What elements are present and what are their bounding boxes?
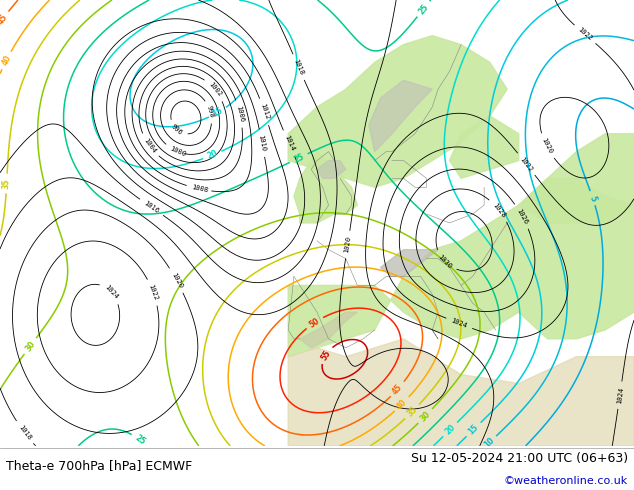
Text: 55: 55 xyxy=(320,348,332,362)
Text: 20: 20 xyxy=(206,149,219,161)
Text: 1024: 1024 xyxy=(103,284,119,300)
Text: 35: 35 xyxy=(405,405,419,418)
Text: 5: 5 xyxy=(588,195,598,202)
Polygon shape xyxy=(288,178,634,357)
Text: 25: 25 xyxy=(417,2,430,16)
Text: 35: 35 xyxy=(2,178,11,189)
Polygon shape xyxy=(450,116,519,178)
Text: 30: 30 xyxy=(23,339,37,353)
Text: 1008: 1008 xyxy=(191,184,209,194)
Text: 30: 30 xyxy=(418,409,432,423)
Polygon shape xyxy=(288,339,634,446)
Text: 1004: 1004 xyxy=(142,137,157,154)
Text: 50: 50 xyxy=(308,316,321,329)
Text: 1030: 1030 xyxy=(437,253,453,270)
Text: 1026: 1026 xyxy=(515,207,529,225)
Text: Su 12-05-2024 21:00 UTC (06+63): Su 12-05-2024 21:00 UTC (06+63) xyxy=(411,452,628,465)
Text: 1006: 1006 xyxy=(235,105,245,123)
Text: 1018: 1018 xyxy=(17,424,32,441)
Text: 1020: 1020 xyxy=(170,271,183,289)
Text: 1028: 1028 xyxy=(491,201,507,219)
Text: 1002: 1002 xyxy=(207,81,223,98)
Text: 1016: 1016 xyxy=(143,200,160,215)
Text: 15: 15 xyxy=(211,106,224,119)
Text: 15: 15 xyxy=(467,423,481,436)
Text: 1010: 1010 xyxy=(257,134,266,152)
Text: 45: 45 xyxy=(0,13,10,26)
Text: 10: 10 xyxy=(482,436,496,450)
Polygon shape xyxy=(294,151,358,223)
Text: 1014: 1014 xyxy=(283,134,295,152)
Text: 40: 40 xyxy=(395,397,409,411)
Text: ©weatheronline.co.uk: ©weatheronline.co.uk xyxy=(503,476,628,486)
Text: 45: 45 xyxy=(391,382,404,396)
Text: 25: 25 xyxy=(292,152,306,164)
Text: 40: 40 xyxy=(0,54,13,67)
Text: 1012: 1012 xyxy=(259,103,270,121)
Polygon shape xyxy=(380,250,438,276)
Text: 20: 20 xyxy=(443,422,457,437)
Text: 1022: 1022 xyxy=(576,26,593,42)
Text: 998: 998 xyxy=(205,105,215,119)
Text: Theta-e 700hPa [hPa] ECMWF: Theta-e 700hPa [hPa] ECMWF xyxy=(6,459,193,472)
Text: 1018: 1018 xyxy=(292,58,305,76)
Text: 1020: 1020 xyxy=(344,236,352,253)
Polygon shape xyxy=(519,134,634,223)
Text: 1000: 1000 xyxy=(169,146,187,158)
Polygon shape xyxy=(288,36,507,187)
Polygon shape xyxy=(369,80,432,151)
Text: 996: 996 xyxy=(170,123,184,136)
Text: 1022: 1022 xyxy=(519,155,534,172)
Polygon shape xyxy=(317,161,346,178)
Text: 25: 25 xyxy=(133,433,147,446)
Polygon shape xyxy=(300,312,358,348)
Text: 1020: 1020 xyxy=(540,137,553,155)
Text: 1024: 1024 xyxy=(450,318,469,329)
Text: 1024: 1024 xyxy=(616,386,624,404)
Text: 1022: 1022 xyxy=(147,283,159,301)
